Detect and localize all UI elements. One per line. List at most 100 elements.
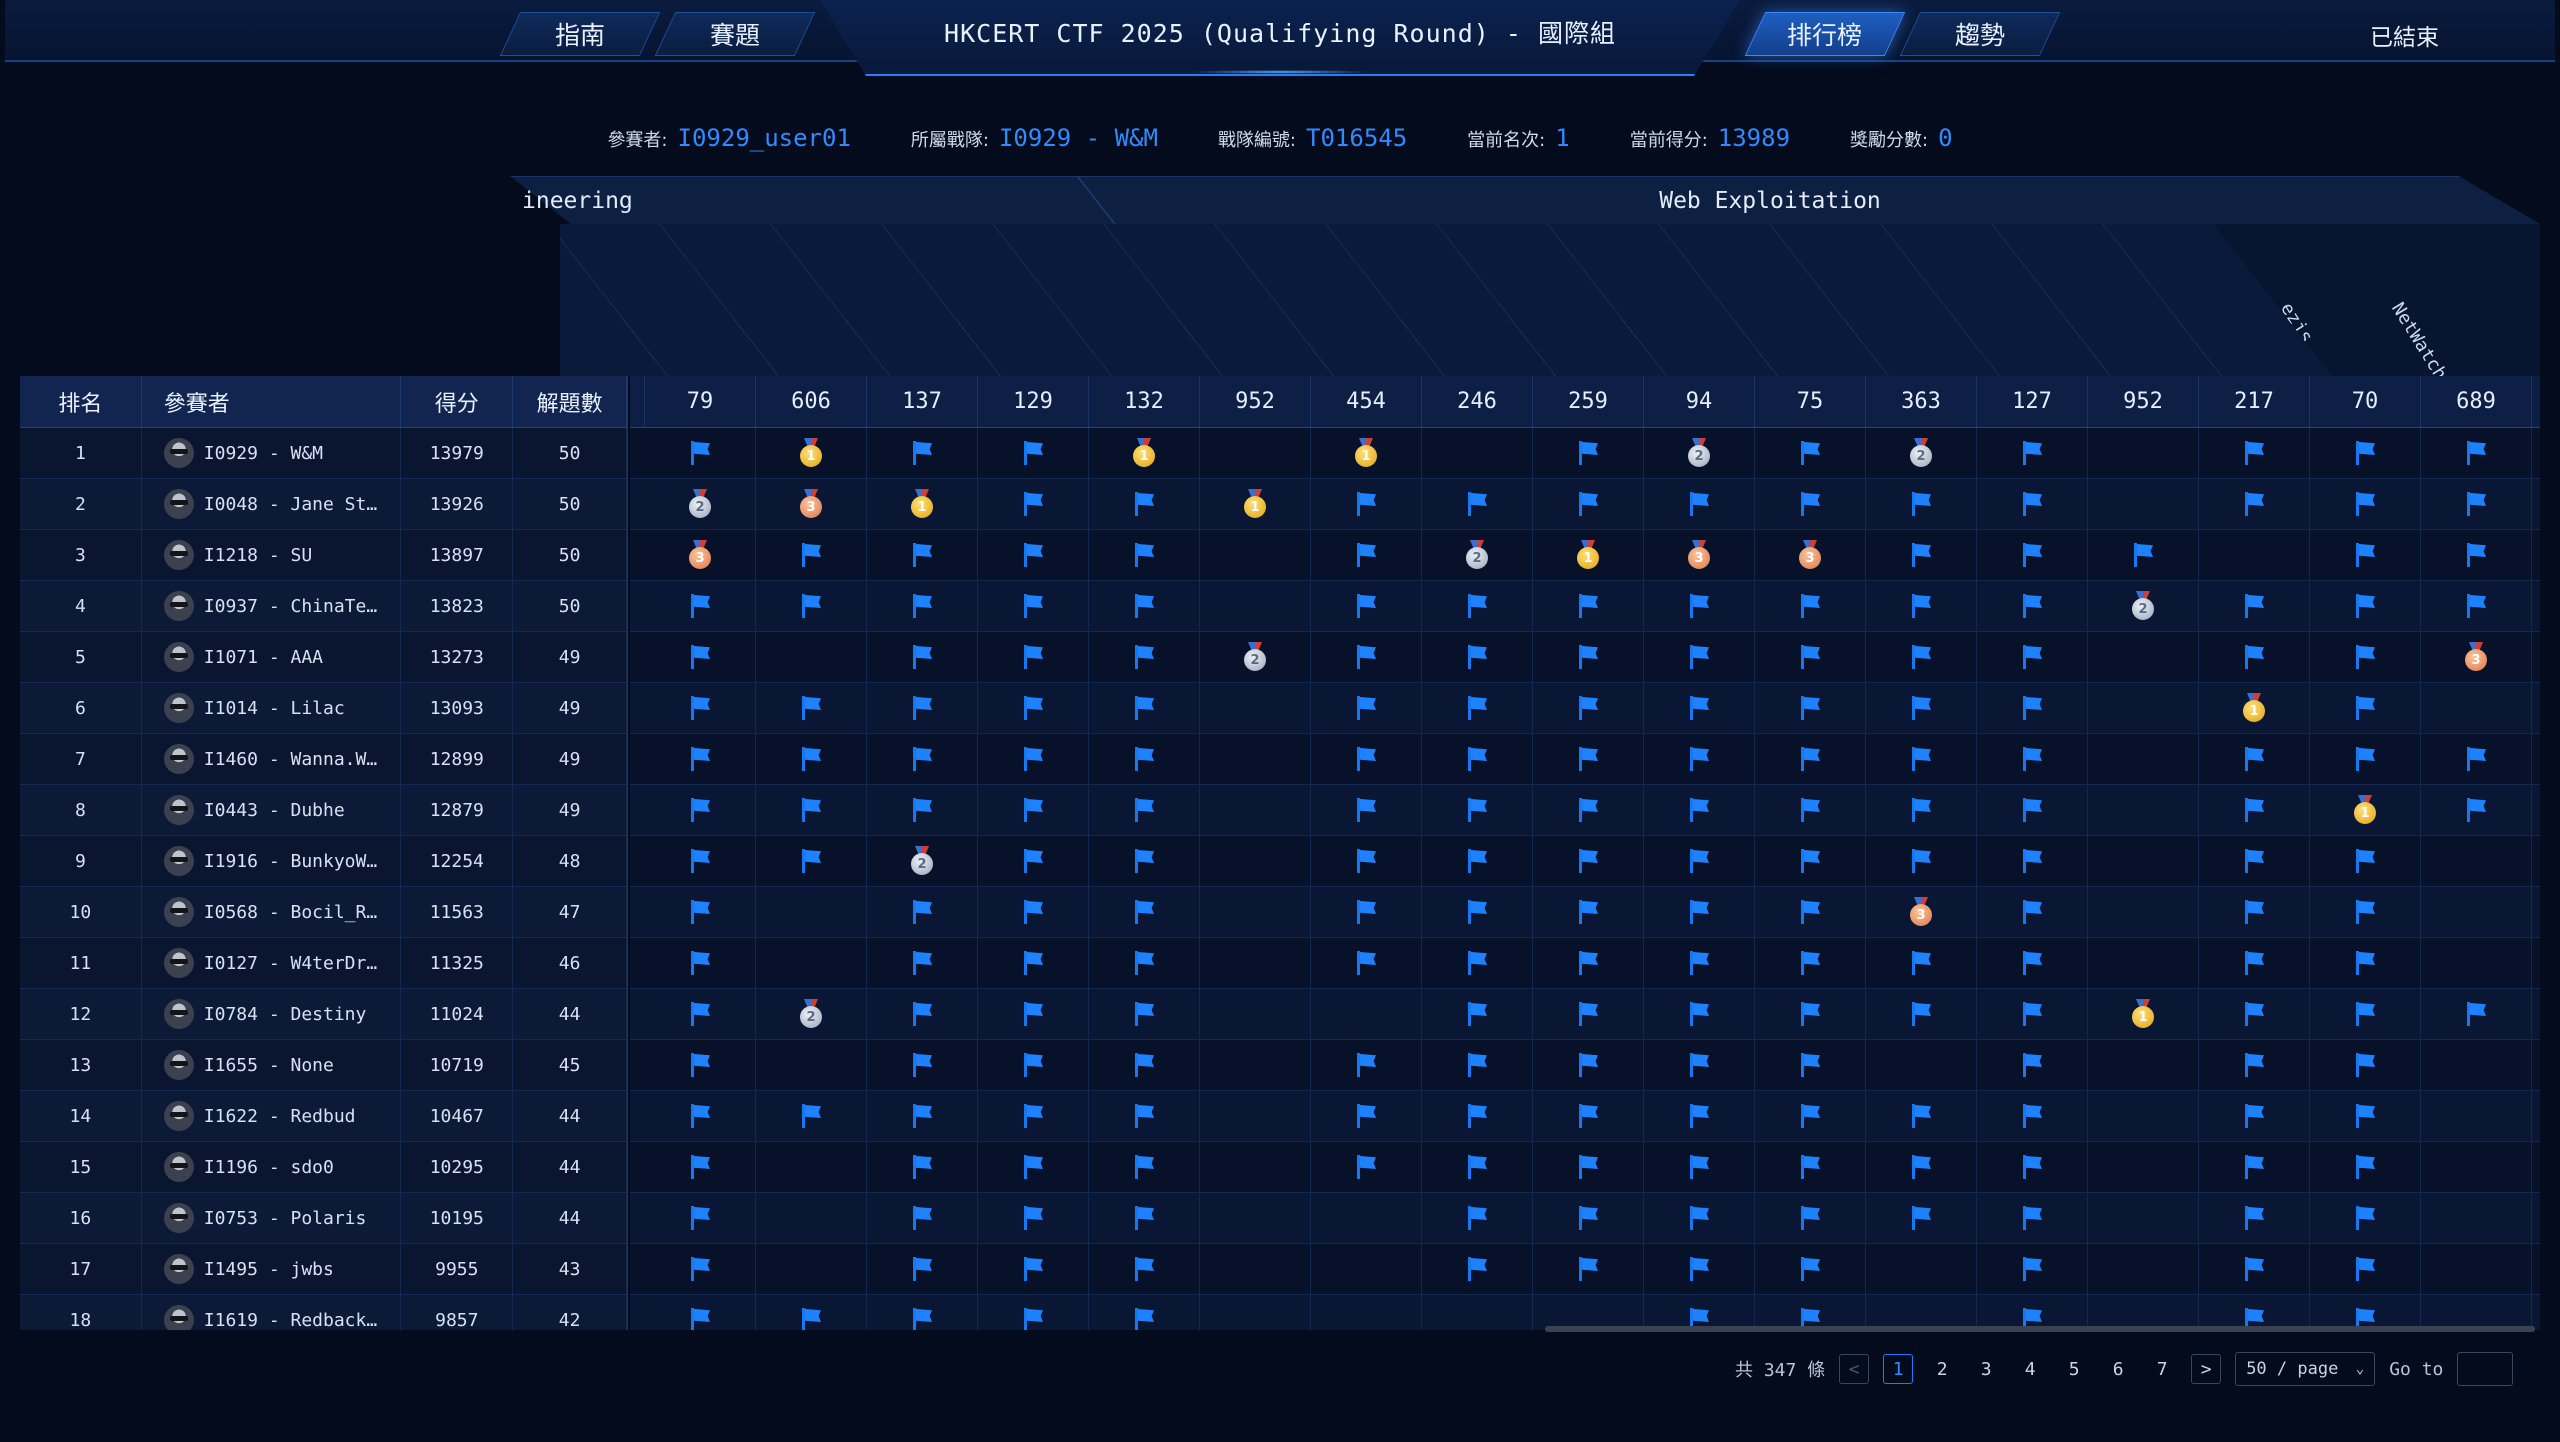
- solve-cell: [867, 632, 978, 682]
- solve-cell: [1977, 530, 2088, 580]
- table-row[interactable]: 10 I0568 - Bocil_R… 11563 47: [20, 887, 627, 938]
- team-name: I0753 - Polaris: [203, 1207, 367, 1229]
- team-cell[interactable]: I1916 - BunkyoW…: [142, 836, 402, 886]
- solve-cell: [1644, 581, 1755, 631]
- solve-cell: [1644, 1091, 1755, 1141]
- solve-cell: [2421, 887, 2532, 937]
- solve-cell: [1422, 479, 1533, 529]
- table-row[interactable]: 1 I0929 - W&M 13979 50: [20, 428, 627, 479]
- solve-cell: [1755, 938, 1866, 988]
- page-5-button[interactable]: 5: [2068, 1358, 2080, 1380]
- flag-icon: [1799, 798, 1821, 822]
- team-cell[interactable]: I0784 - Destiny: [142, 989, 402, 1039]
- flag-icon: [2243, 798, 2265, 822]
- table-row[interactable]: 11 I0127 - W4terDr… 11325 46: [20, 938, 627, 989]
- table-row[interactable]: 5 I1071 - AAA 13273 49: [20, 632, 627, 683]
- table-row[interactable]: 6 I1014 - Lilac 13093 49: [20, 683, 627, 734]
- nav-challenges-button[interactable]: 賽題: [654, 12, 816, 56]
- table-row[interactable]: 15 I1196 - sdo0 10295 44: [20, 1142, 627, 1193]
- flag-icon: [1133, 849, 1155, 873]
- flag-icon: [1133, 1308, 1155, 1330]
- flag-icon: [1577, 1257, 1599, 1281]
- solve-cell: [1311, 530, 1422, 580]
- table-row[interactable]: 12 I0784 - Destiny 11024 44: [20, 989, 627, 1040]
- team-cell[interactable]: I0443 - Dubhe: [142, 785, 402, 835]
- team-cell[interactable]: I0929 - W&M: [142, 428, 402, 478]
- solve-cell: [2088, 1244, 2199, 1294]
- next-page-button[interactable]: >: [2191, 1354, 2222, 1384]
- solve-cell: [1755, 581, 1866, 631]
- page-1-button[interactable]: 1: [1883, 1354, 1914, 1384]
- flag-icon: [2021, 441, 2043, 465]
- solve-cell: [1644, 989, 1755, 1039]
- team-cell[interactable]: I1655 - None: [142, 1040, 402, 1090]
- team-cell[interactable]: I0127 - W4terDr…: [142, 938, 402, 988]
- table-row[interactable]: 17 I1495 - jwbs 9955 43: [20, 1244, 627, 1295]
- flag-icon: [1133, 1257, 1155, 1281]
- col-rank-header: 排名: [20, 376, 142, 427]
- bronze-medal-icon: 3: [1798, 540, 1822, 570]
- team-cell[interactable]: I1619 - Redback…: [142, 1295, 402, 1330]
- page-4-button[interactable]: 4: [2024, 1358, 2036, 1380]
- team-cell[interactable]: I0568 - Bocil_R…: [142, 887, 402, 937]
- prev-page-button[interactable]: <: [1839, 1354, 1870, 1384]
- category-header-band: [510, 176, 2540, 224]
- flag-icon: [1577, 900, 1599, 924]
- solve-cell: [1089, 1244, 1200, 1294]
- medal-ribbon: [1803, 540, 1817, 550]
- team-cell[interactable]: I1071 - AAA: [142, 632, 402, 682]
- table-row[interactable]: 7 I1460 - Wanna.W… 12899 49: [20, 734, 627, 785]
- table-row[interactable]: 8 I0443 - Dubhe 12879 49: [20, 785, 627, 836]
- flag-icon: [689, 696, 711, 720]
- solve-cell: [2310, 1244, 2421, 1294]
- table-row[interactable]: 16 I0753 - Polaris 10195 44: [20, 1193, 627, 1244]
- solve-cell: [978, 479, 1089, 529]
- solve-cell: [1200, 1244, 1311, 1294]
- nav-guide-button[interactable]: 指南: [499, 12, 661, 56]
- team-cell[interactable]: I1014 - Lilac: [142, 683, 402, 733]
- medal-number: 2: [689, 496, 711, 518]
- solved-cell: 50: [513, 530, 627, 580]
- page-size-select[interactable]: 50 / page ⌄: [2235, 1352, 2376, 1386]
- nav-scoreboard-label: 排行榜: [1787, 21, 1863, 50]
- page-6-button[interactable]: 6: [2112, 1358, 2124, 1380]
- goto-page-input[interactable]: [2457, 1352, 2514, 1386]
- score-cell: 13926: [401, 479, 514, 529]
- table-row[interactable]: 4 I0937 - ChinaTe… 13823 50: [20, 581, 627, 632]
- flag-icon: [1022, 645, 1044, 669]
- rank-cell: 4: [20, 581, 142, 631]
- solve-row: [630, 1244, 2540, 1295]
- table-row[interactable]: 9 I1916 - BunkyoW… 12254 48: [20, 836, 627, 887]
- solve-cell: [867, 1244, 978, 1294]
- solve-row-spacer: [630, 734, 645, 784]
- solve-cell: [978, 428, 1089, 478]
- table-row[interactable]: 13 I1655 - None 10719 45: [20, 1040, 627, 1091]
- page-size-value: 50 / page: [2246, 1359, 2339, 1379]
- team-cell[interactable]: I1196 - sdo0: [142, 1142, 402, 1192]
- page-2-button[interactable]: 2: [1936, 1358, 1948, 1380]
- solve-cell: [1422, 734, 1533, 784]
- team-cell[interactable]: I1622 - Redbud: [142, 1091, 402, 1141]
- table-row[interactable]: 18 I1619 - Redback… 9857 42: [20, 1295, 627, 1330]
- team-cell[interactable]: I0753 - Polaris: [142, 1193, 402, 1243]
- page-3-button[interactable]: 3: [1980, 1358, 1992, 1380]
- table-row[interactable]: 3 I1218 - SU 13897 50: [20, 530, 627, 581]
- nav-scoreboard-button[interactable]: 排行榜: [1744, 12, 1906, 56]
- table-row[interactable]: 2 I0048 - Jane St… 13926 50: [20, 479, 627, 530]
- team-cell[interactable]: I0048 - Jane St…: [142, 479, 402, 529]
- flag-icon: [2243, 951, 2265, 975]
- table-row[interactable]: 14 I1622 - Redbud 10467 44: [20, 1091, 627, 1142]
- solve-cell: [1200, 530, 1311, 580]
- flag-icon: [2354, 900, 2376, 924]
- solve-cell: [2310, 479, 2421, 529]
- nav-trend-button[interactable]: 趨勢: [1899, 12, 2061, 56]
- team-cell[interactable]: I1495 - jwbs: [142, 1244, 402, 1294]
- team-name: I0937 - ChinaTe…: [203, 595, 378, 617]
- page-7-button[interactable]: 7: [2156, 1358, 2168, 1380]
- team-cell[interactable]: I0937 - ChinaTe…: [142, 581, 402, 631]
- horizontal-scrollbar[interactable]: [1545, 1326, 2535, 1332]
- solve-cell: [1755, 1040, 1866, 1090]
- team-cell[interactable]: I1218 - SU: [142, 530, 402, 580]
- team-cell[interactable]: I1460 - Wanna.W…: [142, 734, 402, 784]
